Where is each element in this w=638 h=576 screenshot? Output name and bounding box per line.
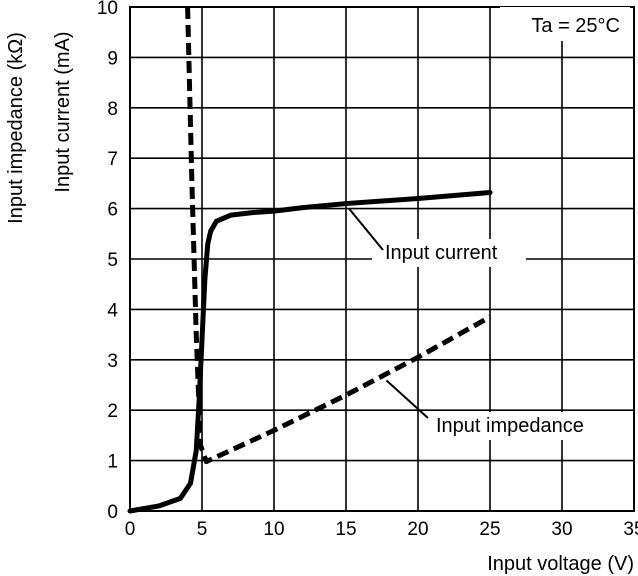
callout-leader-input-current [348, 207, 384, 251]
callout-label-input-current: Input current [385, 242, 498, 264]
y-tick-label-1: 1 [107, 452, 118, 473]
x-tick-label-6: 30 [551, 519, 572, 540]
y-tick-label-4: 4 [107, 300, 118, 321]
y-tick-label-5: 5 [107, 250, 118, 271]
y-tick-label-8: 8 [107, 99, 118, 120]
x-tick-label-1: 5 [197, 519, 208, 540]
y-tick-label-0: 0 [107, 502, 118, 523]
callout-bg-input-current [372, 239, 526, 267]
y-tick-label-6: 6 [107, 200, 118, 221]
x-tick-label-5: 25 [479, 519, 500, 540]
plot-frame [129, 6, 635, 512]
x-tick-label-4: 20 [407, 519, 428, 540]
tick-labels: 0 5 10 15 20 25 30 35 0 1 2 3 4 5 6 7 8 9 10 [97, 0, 638, 540]
x-axis-label: Input voltage (V) [487, 553, 634, 575]
annotation-background [500, 7, 630, 41]
series-layer [127, 6, 493, 514]
callout-leader-input-impedance [385, 379, 429, 419]
callout-label-input-impedance: Input impedance [436, 415, 584, 437]
x-tick-label-7: 35 [623, 519, 638, 540]
y-tick-label-7: 7 [107, 149, 118, 170]
y-axis-label-impedance: Input impedance (kΩ) [5, 32, 27, 224]
y-tick-label-10: 10 [97, 0, 118, 19]
series-input-impedance [185, 6, 492, 465]
y-axis-label-current: Input current (mA) [52, 31, 74, 192]
y-tick-label-2: 2 [107, 401, 118, 422]
x-tick-label-0: 0 [125, 519, 136, 540]
y-tick-label-9: 9 [107, 48, 118, 69]
x-tick-label-2: 10 [263, 519, 284, 540]
annotation: Ta = 25°C [531, 15, 620, 37]
series-input-current [127, 189, 493, 514]
y-tick-label-3: 3 [107, 351, 118, 372]
callout-bg-input-impedance [428, 412, 616, 440]
x-tick-label-3: 15 [335, 519, 356, 540]
callout-layer: Input current Input impedance [348, 207, 616, 440]
